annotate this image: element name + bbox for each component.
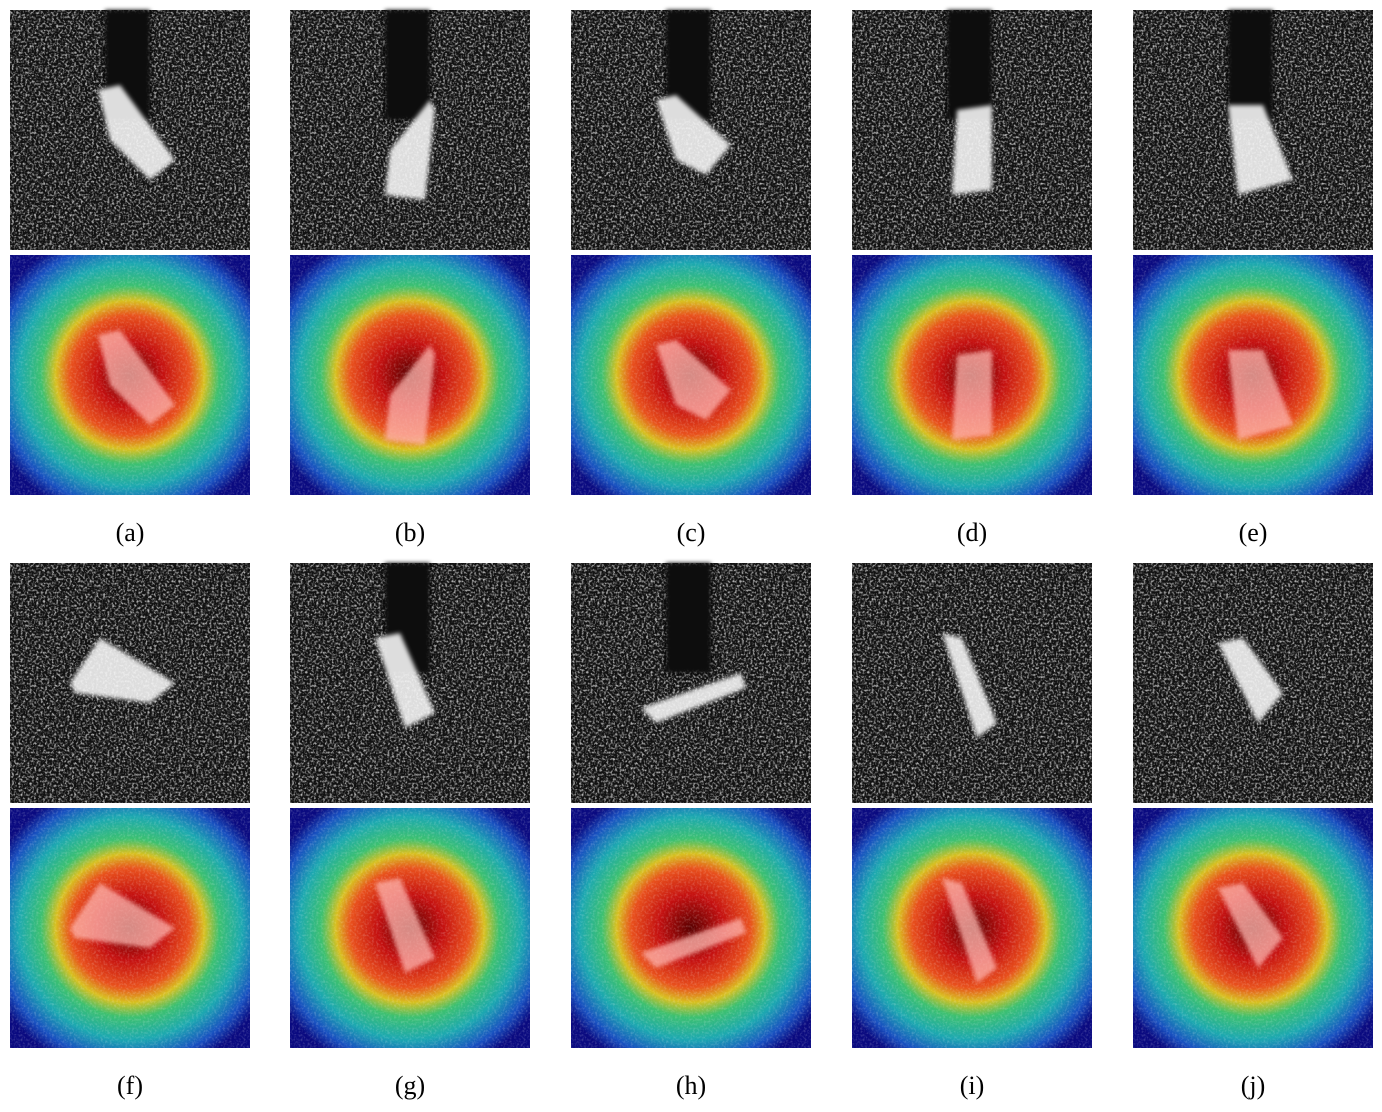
sar-image <box>10 563 250 803</box>
panel <box>571 563 811 803</box>
panel-label: (d) <box>957 518 987 547</box>
sar-image <box>1133 563 1373 803</box>
panel-label: (h) <box>676 1071 706 1100</box>
heatmap-image <box>852 255 1092 495</box>
heatmap-target <box>1218 883 1283 968</box>
sar-shadow <box>1228 10 1273 120</box>
sar-target <box>942 633 997 738</box>
heatmap-target <box>952 350 992 440</box>
panel <box>852 563 1092 803</box>
panel <box>10 10 250 250</box>
panel-label: (a) <box>116 518 145 547</box>
panel-label: (g) <box>395 1071 425 1100</box>
sar-shadow <box>385 10 430 120</box>
panel-label: (e) <box>1239 518 1268 547</box>
sar-image <box>852 10 1092 250</box>
heatmap-target <box>1228 350 1293 440</box>
heatmap-image <box>10 808 250 1048</box>
heatmap-image <box>852 808 1092 1048</box>
heatmap-image <box>290 255 530 495</box>
sar-image <box>290 10 530 250</box>
panel <box>290 10 530 250</box>
panel <box>290 563 530 803</box>
sar-image <box>290 563 530 803</box>
sar-target <box>641 673 746 723</box>
sar-image <box>10 10 250 250</box>
panel-label: (j) <box>1241 1071 1266 1100</box>
heatmap-target <box>656 340 731 420</box>
sar-image <box>571 10 811 250</box>
sar-image <box>852 563 1092 803</box>
heatmap-image <box>1133 808 1373 1048</box>
heatmap-target <box>942 878 997 983</box>
heatmap-target <box>385 345 435 445</box>
sar-target <box>98 85 175 180</box>
heatmap-speckle <box>571 808 811 1048</box>
sar-shadow <box>666 563 711 673</box>
sar-target <box>375 633 435 728</box>
panel-label: (c) <box>677 518 706 547</box>
sar-shadow <box>947 10 992 120</box>
heatmap-image <box>571 808 811 1048</box>
sar-target <box>1218 638 1283 723</box>
heatmap-target <box>70 883 175 948</box>
panel <box>1133 563 1373 803</box>
sar-target <box>70 638 175 703</box>
heatmap-target <box>375 878 435 973</box>
panel-label: (i) <box>960 1071 985 1100</box>
heatmap-target <box>641 918 746 968</box>
sar-image <box>1133 10 1373 250</box>
heatmap-image <box>1133 255 1373 495</box>
sar-target <box>952 105 992 195</box>
panel <box>571 10 811 250</box>
sar-target <box>1228 105 1293 195</box>
panel <box>10 563 250 803</box>
panel <box>852 10 1092 250</box>
sar-image <box>571 563 811 803</box>
sar-target <box>656 95 731 175</box>
panel-label: (f) <box>117 1071 143 1100</box>
sar-target <box>385 100 435 200</box>
panel <box>1133 10 1373 250</box>
heatmap-target <box>98 330 175 425</box>
heatmap-image <box>571 255 811 495</box>
heatmap-image <box>10 255 250 495</box>
panel-label: (b) <box>395 518 425 547</box>
heatmap-image <box>290 808 530 1048</box>
